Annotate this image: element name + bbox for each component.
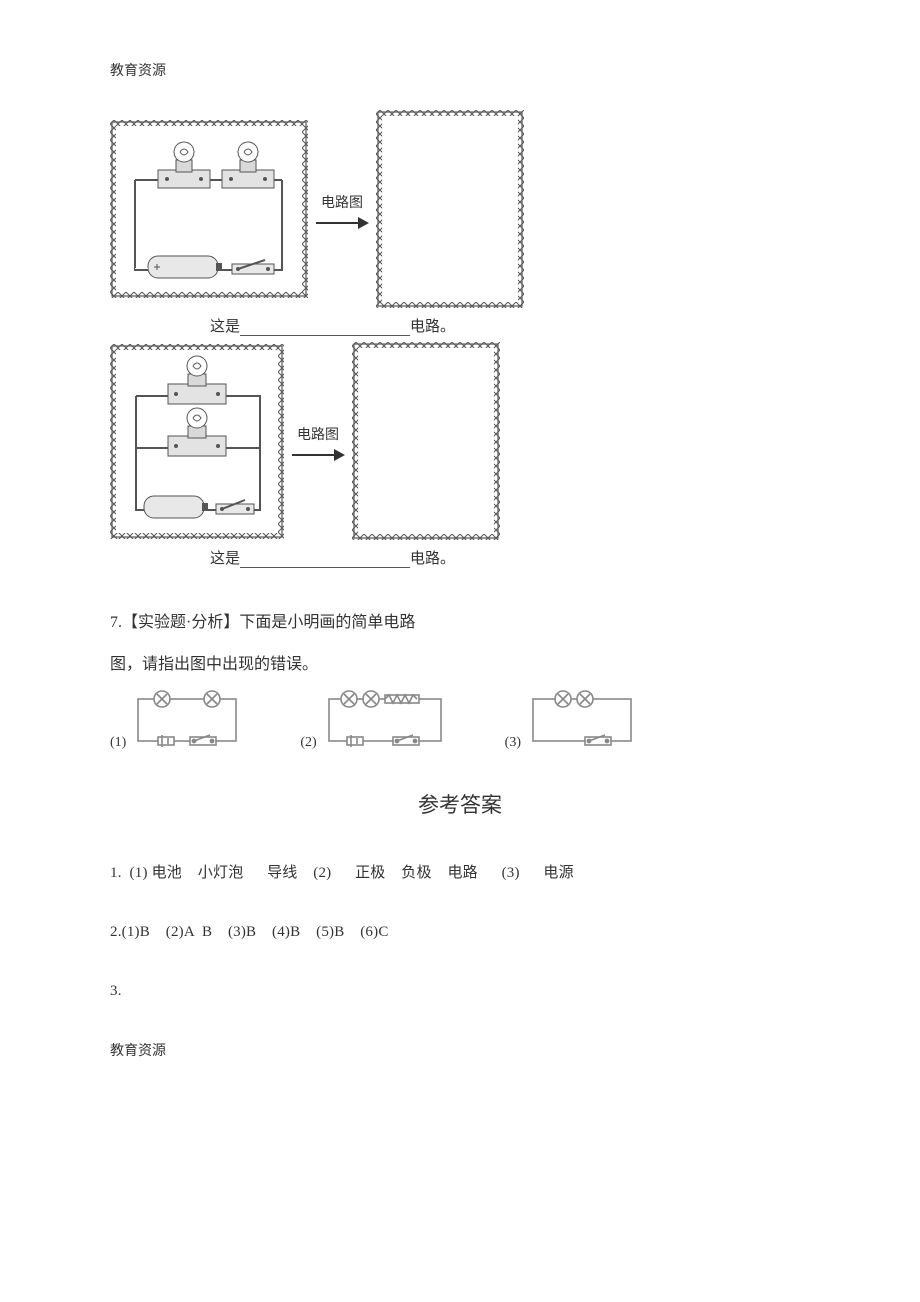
- caption-prefix-1: 这是: [210, 319, 240, 335]
- fill-blank-2: [240, 553, 410, 568]
- blank-box-1: [376, 110, 524, 313]
- arrow-1: 电路图: [314, 192, 370, 232]
- answer-2: 2.(1)B (2)A B (3)B (4)B (5)B (6)C: [110, 924, 810, 941]
- answer-1: 1. (1) 电池 小灯泡 导线 (2) 正极 负极 电路 (3) 电源: [110, 861, 810, 882]
- mini-circuit-3: [523, 689, 641, 751]
- arrow-label-2: 电路图: [297, 424, 339, 444]
- q7-line1: 7.【实验题·分析】下面是小明画的简单电路: [110, 602, 810, 644]
- arrow-icon: [290, 446, 346, 464]
- fill-blank-1: [240, 321, 410, 336]
- blank-box-2: [352, 342, 500, 545]
- figure-row-1: 电路图: [110, 110, 810, 313]
- caption-1: 这是 电路。: [210, 315, 810, 336]
- figure-row-2: 电路图: [110, 342, 810, 545]
- mini-circuit-1: [128, 689, 246, 751]
- arrow-label-1: 电路图: [321, 192, 363, 212]
- question-7: 7.【实验题·分析】下面是小明画的简单电路 图，请指出图中出现的错误。: [110, 602, 810, 685]
- document-page: 教育资源: [0, 0, 920, 1100]
- arrow-2: 电路图: [290, 424, 346, 464]
- page-header: 教育资源: [110, 60, 810, 80]
- caption-prefix-2: 这是: [210, 551, 240, 567]
- q7-num-1: (1): [110, 735, 126, 751]
- q7-line2: 图，请指出图中出现的错误。: [110, 644, 810, 686]
- circuit-photo-1: [110, 120, 308, 303]
- q7-diagrams: (1) (2): [110, 689, 810, 751]
- answer-3: 3.: [110, 983, 810, 1000]
- page-footer: 教育资源: [110, 1040, 810, 1060]
- caption-suffix-1: 电路。: [410, 319, 455, 335]
- arrow-icon: [314, 214, 370, 232]
- caption-2: 这是 电路。: [210, 547, 810, 568]
- circuit-photo-2: [110, 344, 284, 544]
- q7-num-2: (2): [300, 735, 316, 751]
- q7-num-3: (3): [505, 735, 521, 751]
- mini-circuit-2: [319, 689, 451, 751]
- answers-title: 参考答案: [110, 789, 810, 819]
- caption-suffix-2: 电路。: [410, 551, 455, 567]
